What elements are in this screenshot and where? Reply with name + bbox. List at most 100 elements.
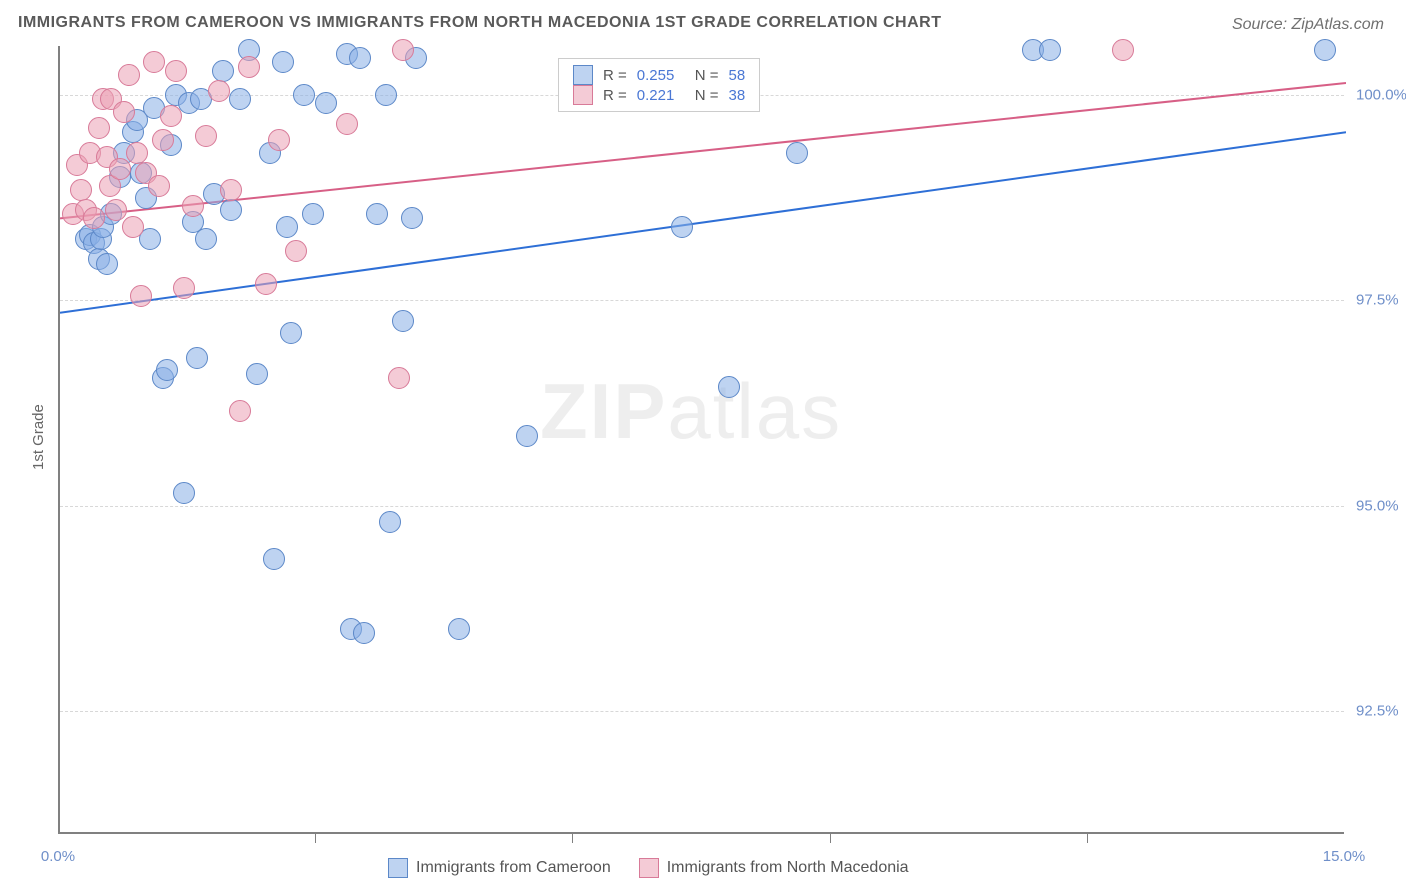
data-point bbox=[276, 216, 298, 238]
data-point bbox=[392, 310, 414, 332]
x-tick-label: 0.0% bbox=[41, 848, 75, 865]
x-tick-mark bbox=[1087, 834, 1088, 843]
data-point bbox=[375, 84, 397, 106]
gridline bbox=[60, 300, 1344, 301]
data-point bbox=[195, 125, 217, 147]
data-point bbox=[388, 367, 410, 389]
gridline bbox=[60, 711, 1344, 712]
r-value: 0.221 bbox=[637, 87, 685, 104]
legend-swatch bbox=[639, 858, 659, 878]
source-attribution: Source: ZipAtlas.com bbox=[1232, 16, 1384, 34]
data-point bbox=[718, 376, 740, 398]
data-point bbox=[105, 199, 127, 221]
n-value: 58 bbox=[729, 67, 746, 84]
data-point bbox=[263, 548, 285, 570]
r-value: 0.255 bbox=[637, 67, 685, 84]
data-point bbox=[173, 482, 195, 504]
plot-area: ZIPatlas bbox=[58, 46, 1344, 834]
data-point bbox=[349, 47, 371, 69]
data-point bbox=[392, 39, 414, 61]
data-point bbox=[212, 60, 234, 82]
data-point bbox=[401, 207, 423, 229]
data-point bbox=[280, 322, 302, 344]
series-legend: Immigrants from Cameroon Immigrants from … bbox=[388, 858, 909, 878]
y-axis-label: 1st Grade bbox=[30, 404, 47, 470]
data-point bbox=[1314, 39, 1336, 61]
trend-lines bbox=[60, 46, 1346, 834]
data-point bbox=[255, 273, 277, 295]
data-point bbox=[238, 56, 260, 78]
data-point bbox=[160, 105, 182, 127]
data-point bbox=[448, 618, 470, 640]
data-point bbox=[285, 240, 307, 262]
data-point bbox=[315, 92, 337, 114]
data-point bbox=[96, 253, 118, 275]
y-tick-label: 92.5% bbox=[1356, 702, 1399, 719]
watermark-thin: atlas bbox=[667, 367, 842, 455]
data-point bbox=[143, 51, 165, 73]
chart-container: IMMIGRANTS FROM CAMEROON VS IMMIGRANTS F… bbox=[0, 0, 1406, 892]
data-point bbox=[353, 622, 375, 644]
n-label: N = bbox=[695, 87, 719, 104]
n-value: 38 bbox=[729, 87, 746, 104]
data-point bbox=[83, 207, 105, 229]
data-point bbox=[671, 216, 693, 238]
r-label: R = bbox=[603, 87, 627, 104]
data-point bbox=[70, 179, 92, 201]
data-point bbox=[109, 158, 131, 180]
legend-swatch bbox=[573, 65, 593, 85]
stats-legend: R = 0.255 N = 58 R = 0.221 N = 38 bbox=[558, 58, 760, 112]
data-point bbox=[118, 64, 140, 86]
source-value: ZipAtlas.com bbox=[1292, 16, 1384, 33]
data-point bbox=[1039, 39, 1061, 61]
data-point bbox=[220, 179, 242, 201]
data-point bbox=[122, 216, 144, 238]
data-point bbox=[272, 51, 294, 73]
data-point bbox=[88, 117, 110, 139]
legend-label: Immigrants from North Macedonia bbox=[667, 859, 909, 877]
legend-row: R = 0.221 N = 38 bbox=[573, 85, 745, 105]
source-label: Source: bbox=[1232, 16, 1292, 33]
data-point bbox=[148, 175, 170, 197]
legend-swatch bbox=[388, 858, 408, 878]
data-point bbox=[229, 88, 251, 110]
data-point bbox=[366, 203, 388, 225]
data-point bbox=[208, 80, 230, 102]
x-tick-mark bbox=[830, 834, 831, 843]
data-point bbox=[182, 195, 204, 217]
data-point bbox=[173, 277, 195, 299]
data-point bbox=[126, 142, 148, 164]
data-point bbox=[336, 113, 358, 135]
data-point bbox=[113, 101, 135, 123]
n-label: N = bbox=[695, 67, 719, 84]
r-label: R = bbox=[603, 67, 627, 84]
watermark: ZIPatlas bbox=[540, 366, 842, 457]
data-point bbox=[246, 363, 268, 385]
legend-swatch bbox=[573, 85, 593, 105]
data-point bbox=[195, 228, 217, 250]
x-tick-mark bbox=[315, 834, 316, 843]
data-point bbox=[130, 285, 152, 307]
data-point bbox=[165, 60, 187, 82]
data-point bbox=[220, 199, 242, 221]
data-point bbox=[186, 347, 208, 369]
data-point bbox=[229, 400, 251, 422]
chart-title: IMMIGRANTS FROM CAMEROON VS IMMIGRANTS F… bbox=[18, 14, 941, 32]
legend-label: Immigrants from Cameroon bbox=[416, 859, 611, 877]
data-point bbox=[293, 84, 315, 106]
y-tick-label: 95.0% bbox=[1356, 497, 1399, 514]
data-point bbox=[1112, 39, 1134, 61]
data-point bbox=[379, 511, 401, 533]
data-point bbox=[516, 425, 538, 447]
legend-item: Immigrants from Cameroon bbox=[388, 858, 611, 878]
data-point bbox=[786, 142, 808, 164]
x-tick-mark bbox=[572, 834, 573, 843]
watermark-bold: ZIP bbox=[540, 367, 667, 455]
legend-item: Immigrants from North Macedonia bbox=[639, 858, 909, 878]
y-tick-label: 100.0% bbox=[1356, 87, 1406, 104]
gridline bbox=[60, 506, 1344, 507]
data-point bbox=[152, 129, 174, 151]
data-point bbox=[268, 129, 290, 151]
legend-row: R = 0.255 N = 58 bbox=[573, 65, 745, 85]
x-tick-label: 15.0% bbox=[1323, 848, 1366, 865]
